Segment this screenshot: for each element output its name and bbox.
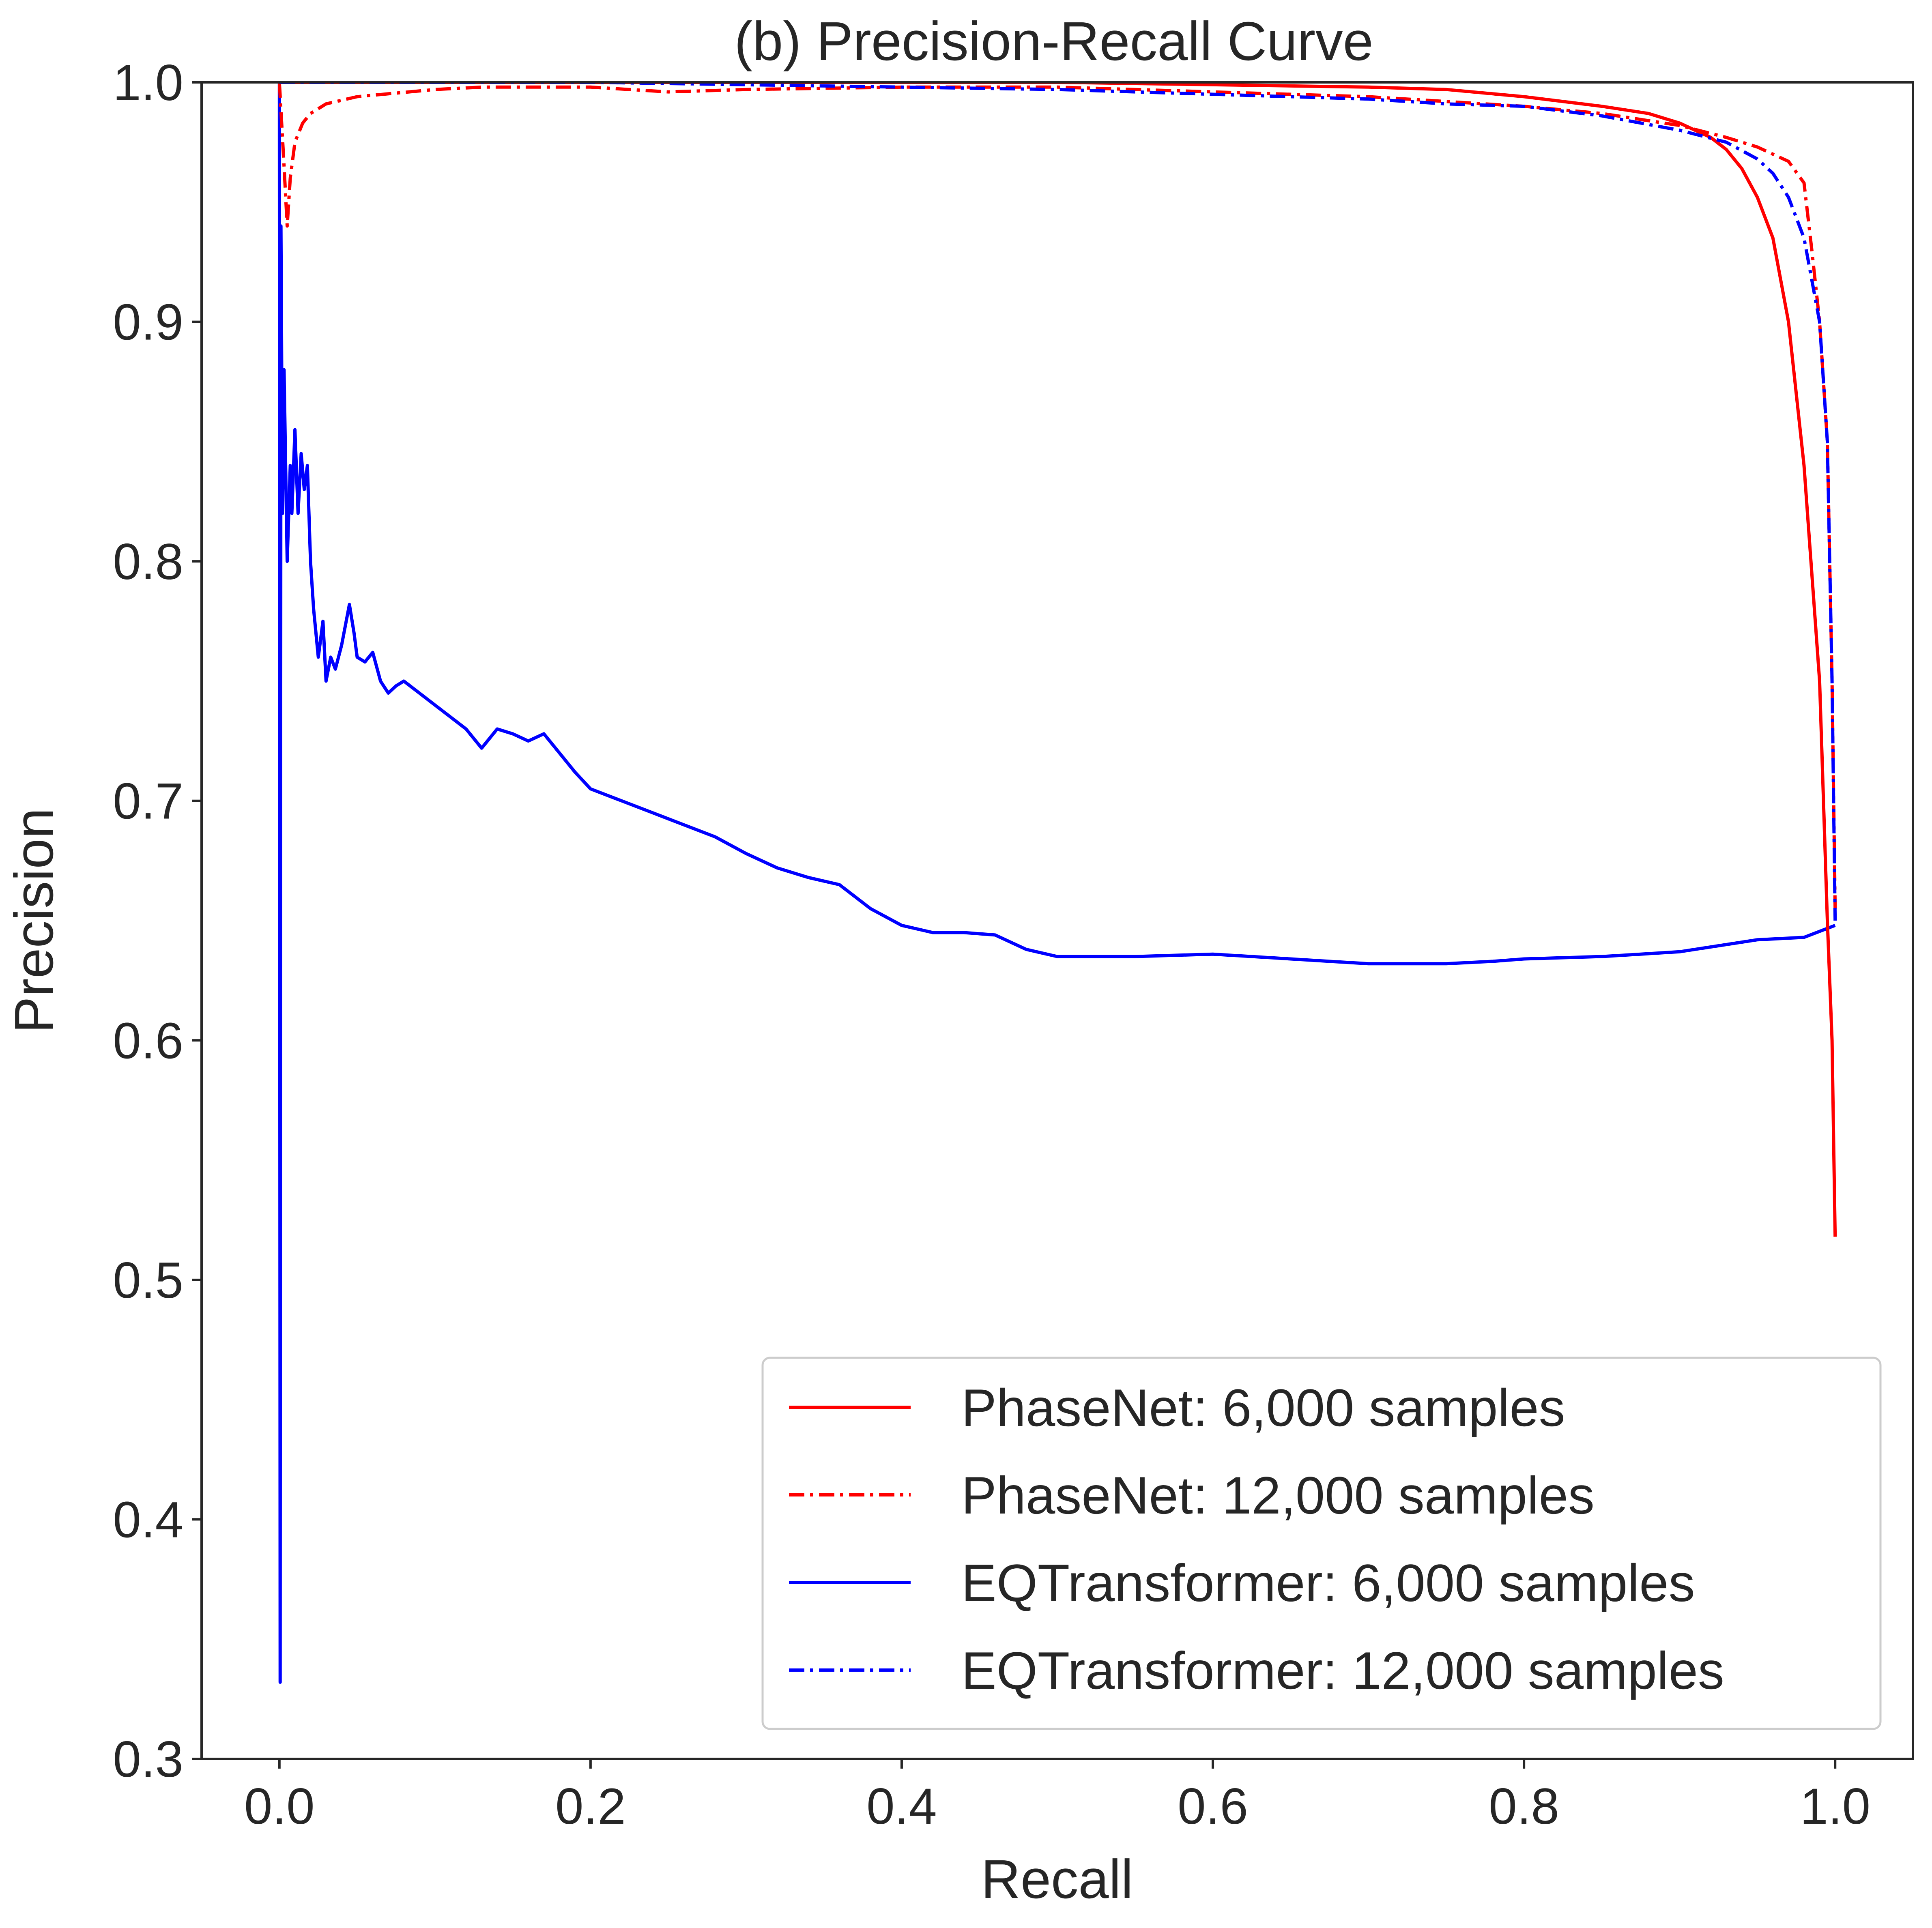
x-tick-label: 0.8 (1489, 1778, 1559, 1835)
legend-label-1: PhaseNet: 6,000 samples (961, 1378, 1565, 1437)
x-axis: 0.0 0.2 0.4 0.6 0.8 1.0 (244, 1759, 1870, 1835)
series-line-3 (277, 82, 1836, 1684)
y-tick-label: 0.6 (113, 1013, 183, 1069)
y-tick-label: 0.5 (113, 1252, 183, 1309)
y-tick-label: 0.3 (113, 1731, 183, 1788)
y-tick-label: 0.9 (113, 294, 183, 351)
x-tick-label: 0.0 (244, 1778, 315, 1835)
legend-label-3: EQTransformer: 6,000 samples (961, 1553, 1695, 1612)
x-tick-label: 0.2 (555, 1778, 626, 1835)
y-tick-label: 1.0 (113, 55, 183, 111)
legend: PhaseNet: 6,000 samples PhaseNet: 12,000 … (761, 1357, 1882, 1730)
y-tick-label: 0.8 (113, 534, 183, 590)
x-axis-label: Recall (981, 1849, 1133, 1910)
x-tick-label: 1.0 (1800, 1778, 1870, 1835)
y-tick-label: 0.7 (113, 773, 183, 830)
plot-frame (200, 81, 1914, 1760)
series-line-4 (279, 81, 1837, 921)
x-tick-label: 0.6 (1178, 1778, 1248, 1835)
y-axis: 0.3 0.4 0.5 0.6 0.7 0.8 0.9 1.0 (113, 55, 202, 1788)
legend-box (761, 1357, 1882, 1730)
y-tick-label: 0.4 (113, 1492, 183, 1548)
legend-label-2: PhaseNet: 12,000 samples (961, 1466, 1595, 1525)
y-axis-label: Precision (3, 808, 64, 1033)
legend-label-4: EQTransformer: 12,000 samples (961, 1641, 1724, 1700)
chart-title: (b) Precision-Recall Curve (734, 11, 1373, 72)
x-tick-label: 0.4 (866, 1778, 937, 1835)
